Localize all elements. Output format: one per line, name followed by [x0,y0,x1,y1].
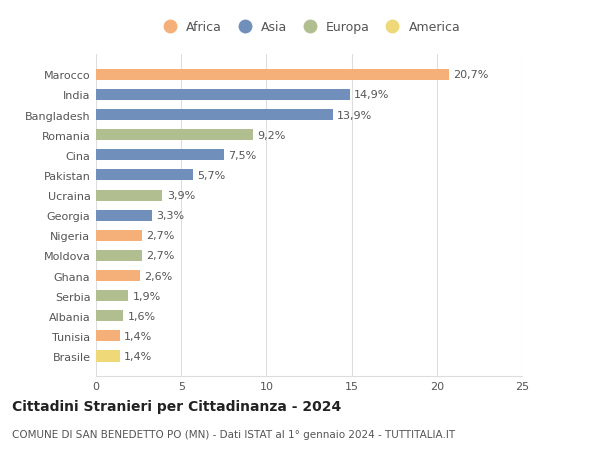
Text: 3,3%: 3,3% [157,211,185,221]
Bar [96,330,120,341]
Bar [96,250,142,262]
Legend: Africa, Asia, Europa, America: Africa, Asia, Europa, America [152,17,466,39]
Bar [96,210,152,221]
Bar [96,351,120,362]
Bar [96,291,128,302]
Text: 7,5%: 7,5% [228,151,256,161]
Text: 2,6%: 2,6% [145,271,173,281]
Bar [96,230,142,241]
Text: 9,2%: 9,2% [257,130,286,140]
Bar [96,150,224,161]
Text: 1,6%: 1,6% [128,311,155,321]
Bar [96,190,163,201]
Text: 1,4%: 1,4% [124,331,152,341]
Text: 14,9%: 14,9% [354,90,389,100]
Text: Cittadini Stranieri per Cittadinanza - 2024: Cittadini Stranieri per Cittadinanza - 2… [12,399,341,413]
Text: 1,9%: 1,9% [133,291,161,301]
Text: 2,7%: 2,7% [146,231,175,241]
Bar [96,130,253,141]
Text: 3,9%: 3,9% [167,190,195,201]
Text: 13,9%: 13,9% [337,110,373,120]
Bar [96,90,350,101]
Text: 2,7%: 2,7% [146,251,175,261]
Bar [96,70,449,81]
Bar [96,270,140,281]
Text: 1,4%: 1,4% [124,351,152,361]
Text: COMUNE DI SAN BENEDETTO PO (MN) - Dati ISTAT al 1° gennaio 2024 - TUTTITALIA.IT: COMUNE DI SAN BENEDETTO PO (MN) - Dati I… [12,429,455,439]
Bar [96,110,333,121]
Text: 20,7%: 20,7% [453,70,488,80]
Text: 5,7%: 5,7% [197,171,226,180]
Bar [96,311,123,322]
Bar [96,170,193,181]
